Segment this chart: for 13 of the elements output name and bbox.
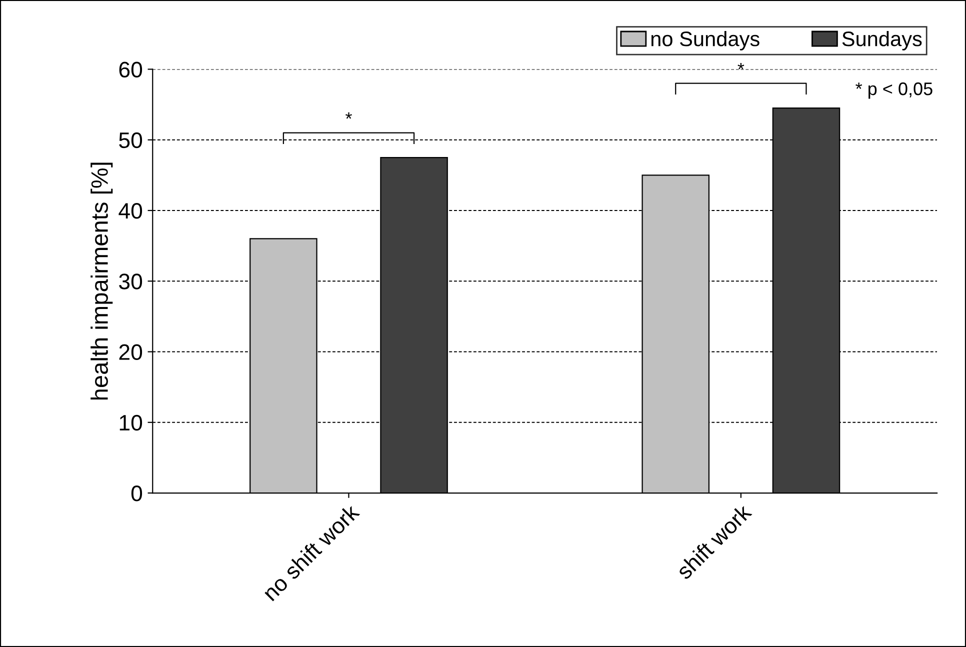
y-tick-label: 40	[118, 203, 142, 219]
annotation: *	[738, 62, 744, 70]
y-axis-title: health impairments [%]	[90, 162, 113, 400]
legend-label: Sundays	[842, 30, 922, 50]
y-tick-label: 20	[119, 344, 142, 360]
y-tick-label: 0	[131, 486, 142, 502]
annotation: *	[346, 112, 352, 119]
legend-label: no Sundays	[651, 30, 760, 50]
y-tick-label: 50	[119, 132, 142, 148]
y-tick-label: 10	[120, 414, 142, 431]
y-tick-label: 30	[119, 274, 142, 290]
annotation: * p < 0,05	[856, 82, 932, 99]
y-tick-label: 60	[119, 62, 142, 78]
